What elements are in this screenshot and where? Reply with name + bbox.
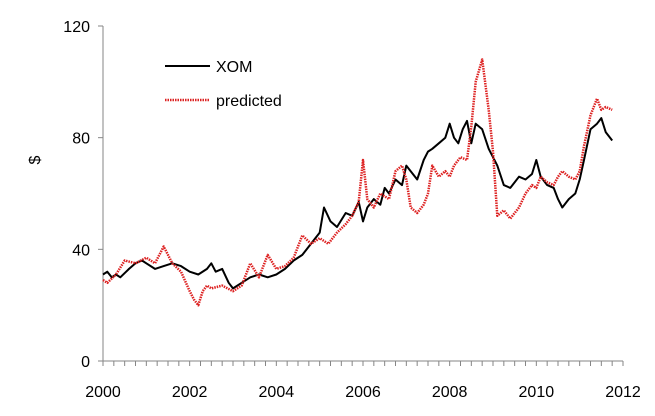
- y-tick-label: 80: [72, 131, 90, 148]
- legend: XOM predicted: [165, 59, 282, 110]
- tick-labels: 0 40 80 120 2000 2002 2004 2006 2008 2010 2012: [63, 19, 641, 401]
- x-tick-label: 2000: [85, 384, 121, 401]
- x-tick-label: 2010: [519, 384, 555, 401]
- y-tick-label: 120: [63, 19, 90, 36]
- legend-label-predicted: predicted: [216, 93, 282, 110]
- y-tick-label: 40: [72, 242, 90, 259]
- y-axis-label: $: [27, 155, 44, 164]
- x-tick-label: 2006: [345, 384, 381, 401]
- x-tick-label: 2012: [605, 384, 641, 401]
- series-line-predicted: [102, 58, 613, 307]
- y-tick-label: 0: [81, 354, 90, 371]
- x-tick-label: 2008: [432, 384, 468, 401]
- axes: [102, 26, 623, 362]
- x-tick-label: 2004: [259, 384, 295, 401]
- x-tick-label: 2002: [172, 384, 208, 401]
- series-line-xom: [102, 117, 613, 290]
- series-group: [102, 58, 613, 307]
- legend-label-xom: XOM: [216, 59, 252, 76]
- ticks: [98, 25, 624, 366]
